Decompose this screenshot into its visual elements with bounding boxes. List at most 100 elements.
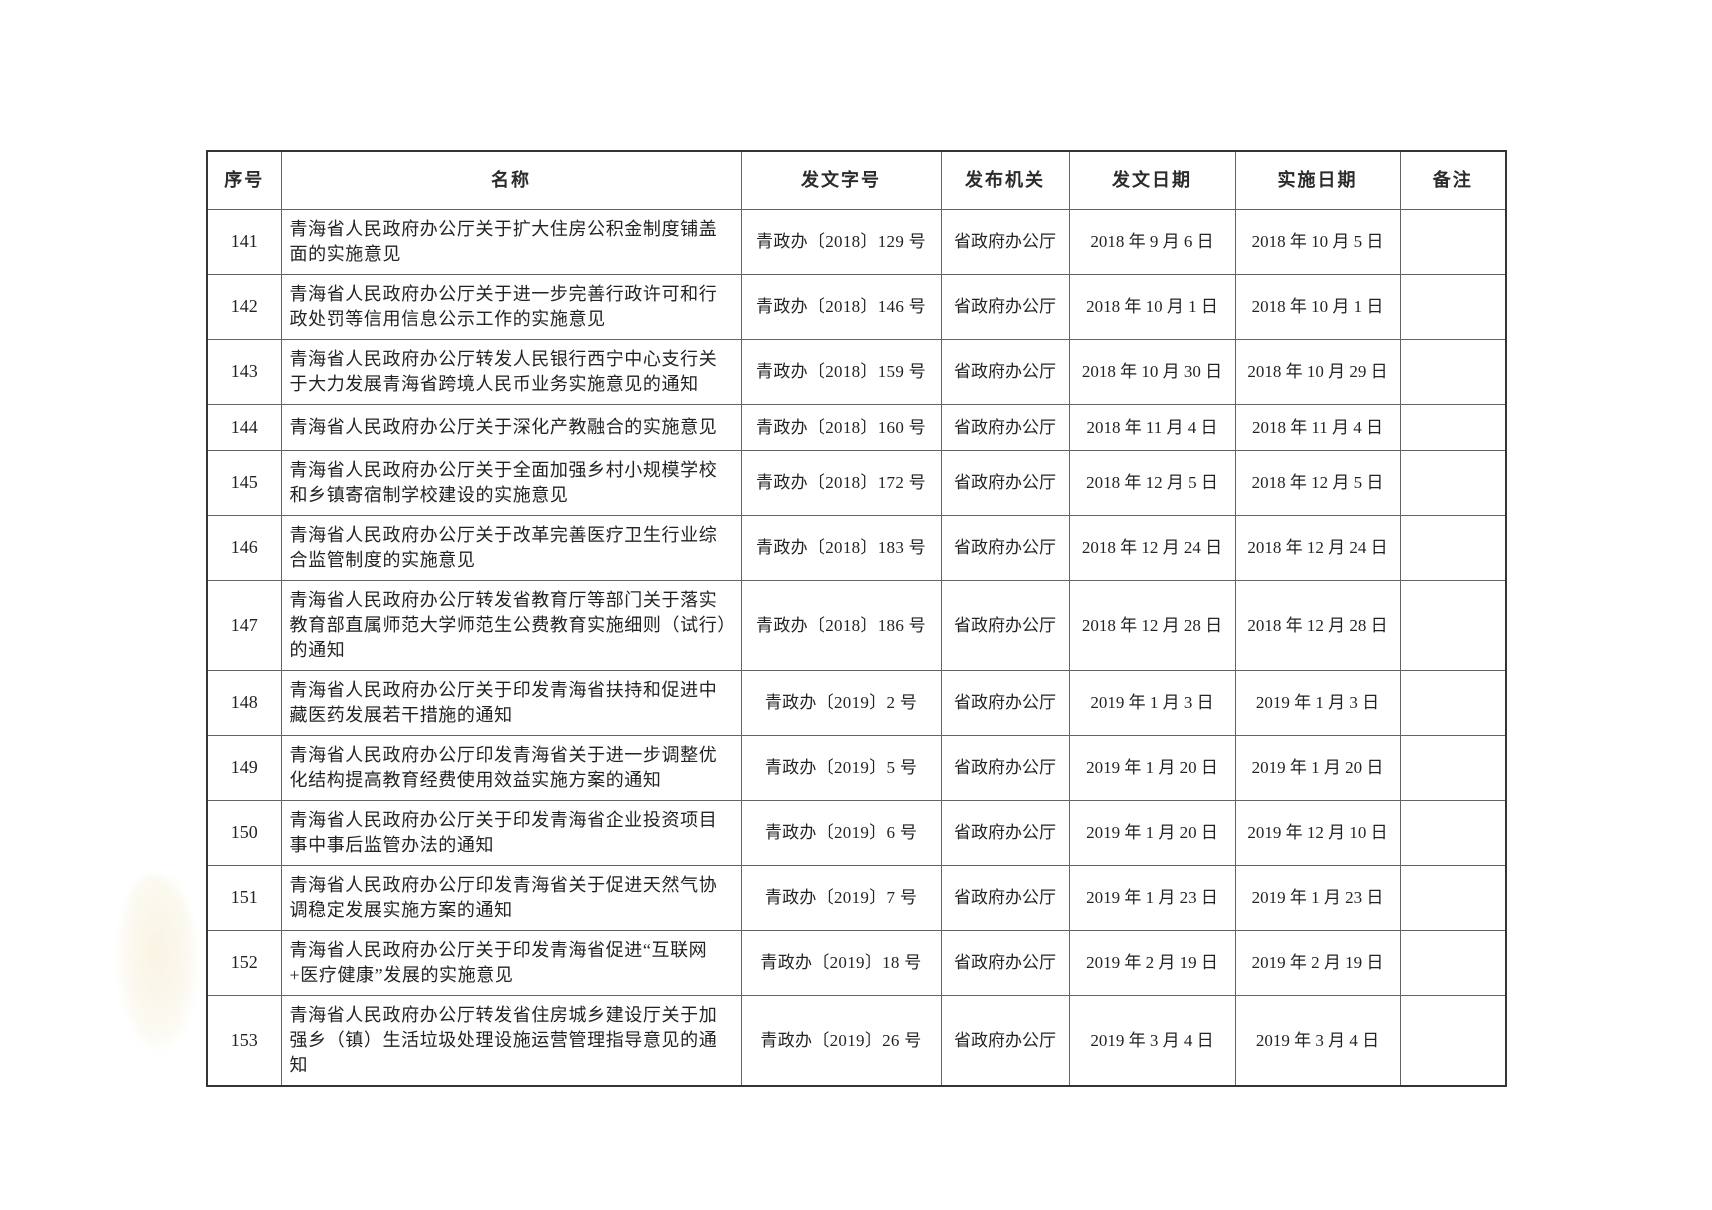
cell-issue-date: 2019 年 1 月 23 日	[1068, 864, 1236, 931]
cell-document-title: 青海省人民政府办公厅转发省教育厅等部门关于落实教育部直属师范大学师范生公费教育实…	[280, 579, 742, 671]
cell-serial-number: 144	[206, 403, 282, 451]
cell-issuing-agency: 省政府办公厅	[940, 514, 1070, 581]
cell-issue-date: 2019 年 3 月 4 日	[1068, 994, 1236, 1086]
cell-remark	[1399, 994, 1507, 1086]
column-header-issuing-agency: 发布机关	[940, 150, 1070, 210]
cell-implementation-date: 2019 年 12 月 10 日	[1234, 799, 1401, 866]
cell-issuing-agency: 省政府办公厅	[940, 669, 1070, 736]
cell-serial-number: 141	[206, 208, 282, 275]
table-row: 145 青海省人民政府办公厅关于全面加强乡村小规模学校和乡镇寄宿制学校建设的实施…	[206, 449, 1507, 516]
cell-document-number: 青政办〔2019〕26 号	[740, 994, 942, 1086]
cell-document-number: 青政办〔2018〕183 号	[740, 514, 942, 581]
cell-serial-number: 153	[206, 994, 282, 1086]
cell-issuing-agency: 省政府办公厅	[940, 799, 1070, 866]
cell-document-title: 青海省人民政府办公厅转发人民银行西宁中心支行关于大力发展青海省跨境人民币业务实施…	[280, 338, 742, 405]
cell-document-number: 青政办〔2018〕186 号	[740, 579, 942, 671]
cell-serial-number: 148	[206, 669, 282, 736]
cell-implementation-date: 2018 年 10 月 29 日	[1234, 338, 1401, 405]
cell-issue-date: 2018 年 10 月 30 日	[1068, 338, 1236, 405]
cell-issuing-agency: 省政府办公厅	[940, 449, 1070, 516]
cell-document-title: 青海省人民政府办公厅转发省住房城乡建设厅关于加强乡（镇）生活垃圾处理设施运营管理…	[280, 994, 742, 1086]
column-header-serial-number: 序号	[206, 150, 282, 210]
table-body: 141 青海省人民政府办公厅关于扩大住房公积金制度铺盖面的实施意见 青政办〔20…	[206, 208, 1507, 1086]
table-row: 150 青海省人民政府办公厅关于印发青海省企业投资项目事中事后监管办法的通知 青…	[206, 799, 1507, 866]
cell-document-number: 青政办〔2018〕159 号	[740, 338, 942, 405]
cell-issuing-agency: 省政府办公厅	[940, 864, 1070, 931]
column-header-remarks: 备注	[1399, 150, 1507, 210]
cell-remark	[1399, 734, 1507, 801]
table-row: 142 青海省人民政府办公厅关于进一步完善行政许可和行政处罚等信用信息公示工作的…	[206, 273, 1507, 340]
cell-implementation-date: 2018 年 12 月 24 日	[1234, 514, 1401, 581]
cell-serial-number: 149	[206, 734, 282, 801]
cell-issue-date: 2018 年 9 月 6 日	[1068, 208, 1236, 275]
scan-stain	[118, 875, 198, 1050]
cell-document-title: 青海省人民政府办公厅印发青海省关于促进天然气协调稳定发展实施方案的通知	[280, 864, 742, 931]
cell-remark	[1399, 864, 1507, 931]
cell-document-number: 青政办〔2018〕129 号	[740, 208, 942, 275]
column-header-document-number: 发文字号	[740, 150, 942, 210]
cell-issue-date: 2018 年 10 月 1 日	[1068, 273, 1236, 340]
cell-document-title: 青海省人民政府办公厅关于印发青海省扶持和促进中藏医药发展若干措施的通知	[280, 669, 742, 736]
cell-document-title: 青海省人民政府办公厅关于印发青海省促进“互联网+医疗健康”发展的实施意见	[280, 929, 742, 996]
cell-implementation-date: 2019 年 2 月 19 日	[1234, 929, 1401, 996]
cell-implementation-date: 2019 年 1 月 23 日	[1234, 864, 1401, 931]
cell-issuing-agency: 省政府办公厅	[940, 403, 1070, 451]
cell-document-title: 青海省人民政府办公厅印发青海省关于进一步调整优化结构提高教育经费使用效益实施方案…	[280, 734, 742, 801]
cell-document-number: 青政办〔2018〕146 号	[740, 273, 942, 340]
cell-document-number: 青政办〔2019〕18 号	[740, 929, 942, 996]
table-row: 144 青海省人民政府办公厅关于深化产教融合的实施意见 青政办〔2018〕160…	[206, 403, 1507, 451]
cell-remark	[1399, 449, 1507, 516]
documents-table: 序号 名称 发文字号 发布机关 发文日期 实施日期 备注 141 青海省人民政府…	[206, 150, 1507, 1087]
table-row: 151 青海省人民政府办公厅印发青海省关于促进天然气协调稳定发展实施方案的通知 …	[206, 864, 1507, 931]
cell-implementation-date: 2019 年 3 月 4 日	[1234, 994, 1401, 1086]
cell-document-number: 青政办〔2019〕5 号	[740, 734, 942, 801]
column-header-implementation-date: 实施日期	[1234, 150, 1401, 210]
cell-serial-number: 150	[206, 799, 282, 866]
cell-implementation-date: 2018 年 10 月 1 日	[1234, 273, 1401, 340]
column-header-title: 名称	[280, 150, 742, 210]
cell-document-title: 青海省人民政府办公厅关于全面加强乡村小规模学校和乡镇寄宿制学校建设的实施意见	[280, 449, 742, 516]
cell-issue-date: 2019 年 2 月 19 日	[1068, 929, 1236, 996]
cell-issue-date: 2019 年 1 月 20 日	[1068, 734, 1236, 801]
table-row: 149 青海省人民政府办公厅印发青海省关于进一步调整优化结构提高教育经费使用效益…	[206, 734, 1507, 801]
cell-serial-number: 142	[206, 273, 282, 340]
table-row: 146 青海省人民政府办公厅关于改革完善医疗卫生行业综合监管制度的实施意见 青政…	[206, 514, 1507, 581]
cell-issuing-agency: 省政府办公厅	[940, 994, 1070, 1086]
cell-implementation-date: 2019 年 1 月 3 日	[1234, 669, 1401, 736]
cell-issuing-agency: 省政府办公厅	[940, 929, 1070, 996]
cell-issue-date: 2018 年 11 月 4 日	[1068, 403, 1236, 451]
table-row: 147 青海省人民政府办公厅转发省教育厅等部门关于落实教育部直属师范大学师范生公…	[206, 579, 1507, 671]
cell-implementation-date: 2019 年 1 月 20 日	[1234, 734, 1401, 801]
cell-document-number: 青政办〔2018〕172 号	[740, 449, 942, 516]
cell-issuing-agency: 省政府办公厅	[940, 579, 1070, 671]
cell-document-title: 青海省人民政府办公厅关于扩大住房公积金制度铺盖面的实施意见	[280, 208, 742, 275]
cell-issue-date: 2018 年 12 月 24 日	[1068, 514, 1236, 581]
table-row: 152 青海省人民政府办公厅关于印发青海省促进“互联网+医疗健康”发展的实施意见…	[206, 929, 1507, 996]
cell-remark	[1399, 273, 1507, 340]
cell-remark	[1399, 208, 1507, 275]
cell-implementation-date: 2018 年 12 月 5 日	[1234, 449, 1401, 516]
cell-remark	[1399, 338, 1507, 405]
cell-implementation-date: 2018 年 10 月 5 日	[1234, 208, 1401, 275]
cell-document-number: 青政办〔2018〕160 号	[740, 403, 942, 451]
cell-serial-number: 151	[206, 864, 282, 931]
table-row: 148 青海省人民政府办公厅关于印发青海省扶持和促进中藏医药发展若干措施的通知 …	[206, 669, 1507, 736]
column-header-issue-date: 发文日期	[1068, 150, 1236, 210]
table-header: 序号 名称 发文字号 发布机关 发文日期 实施日期 备注	[206, 150, 1507, 210]
cell-remark	[1399, 579, 1507, 671]
cell-issuing-agency: 省政府办公厅	[940, 208, 1070, 275]
cell-issuing-agency: 省政府办公厅	[940, 273, 1070, 340]
cell-document-number: 青政办〔2019〕2 号	[740, 669, 942, 736]
cell-implementation-date: 2018 年 11 月 4 日	[1234, 403, 1401, 451]
cell-serial-number: 147	[206, 579, 282, 671]
cell-serial-number: 152	[206, 929, 282, 996]
cell-document-number: 青政办〔2019〕7 号	[740, 864, 942, 931]
cell-issuing-agency: 省政府办公厅	[940, 734, 1070, 801]
cell-issue-date: 2018 年 12 月 5 日	[1068, 449, 1236, 516]
cell-document-title: 青海省人民政府办公厅关于深化产教融合的实施意见	[280, 403, 742, 451]
cell-remark	[1399, 514, 1507, 581]
cell-document-title: 青海省人民政府办公厅关于改革完善医疗卫生行业综合监管制度的实施意见	[280, 514, 742, 581]
header-row: 序号 名称 发文字号 发布机关 发文日期 实施日期 备注	[206, 150, 1507, 210]
cell-remark	[1399, 669, 1507, 736]
